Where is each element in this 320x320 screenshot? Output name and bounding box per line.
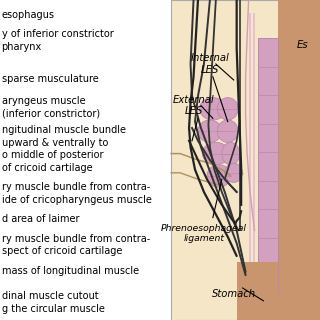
Text: dinal muscle cutout: dinal muscle cutout	[2, 291, 98, 301]
Bar	[253, 13, 255, 301]
Text: aryngeus muscle: aryngeus muscle	[2, 96, 85, 106]
Text: esophagus: esophagus	[2, 10, 55, 20]
Text: g the circular muscle: g the circular muscle	[2, 304, 104, 314]
Text: Internal
LES: Internal LES	[190, 53, 229, 75]
Ellipse shape	[203, 142, 229, 165]
Bar	[258, 38, 278, 294]
Ellipse shape	[217, 120, 238, 142]
Text: sparse musculature: sparse musculature	[2, 74, 98, 84]
Text: Es: Es	[296, 40, 308, 50]
Bar	[278, 0, 320, 320]
Bar	[249, 13, 251, 301]
Bar	[171, 0, 320, 320]
Text: ry muscle bundle from contra-: ry muscle bundle from contra-	[2, 234, 150, 244]
Ellipse shape	[222, 142, 240, 165]
Text: ngitudinal muscle bundle: ngitudinal muscle bundle	[2, 125, 125, 135]
Text: spect of cricoid cartilage: spect of cricoid cartilage	[2, 246, 122, 256]
Text: pharynx: pharynx	[2, 42, 42, 52]
Ellipse shape	[217, 98, 238, 120]
Text: ide of cricopharyngeus muscle: ide of cricopharyngeus muscle	[2, 195, 151, 205]
Text: o middle of posterior: o middle of posterior	[2, 150, 103, 160]
Bar	[237, 262, 278, 320]
Text: mass of longitudinal muscle: mass of longitudinal muscle	[2, 266, 139, 276]
Text: y of inferior constrictor: y of inferior constrictor	[2, 29, 113, 39]
Text: ry muscle bundle from contra-: ry muscle bundle from contra-	[2, 182, 150, 192]
Ellipse shape	[198, 120, 222, 142]
Text: d area of laimer: d area of laimer	[2, 214, 79, 224]
Text: External
LES: External LES	[173, 95, 214, 116]
Ellipse shape	[225, 163, 243, 182]
Ellipse shape	[199, 98, 226, 120]
Text: Phrenoesophageal
ligament: Phrenoesophageal ligament	[161, 224, 247, 243]
Ellipse shape	[207, 165, 231, 187]
Text: upward & ventrally to: upward & ventrally to	[2, 138, 108, 148]
Text: of cricoid cartilage: of cricoid cartilage	[2, 163, 92, 173]
Text: (inferior constrictor): (inferior constrictor)	[2, 109, 100, 119]
Text: Stomach: Stomach	[212, 289, 256, 300]
